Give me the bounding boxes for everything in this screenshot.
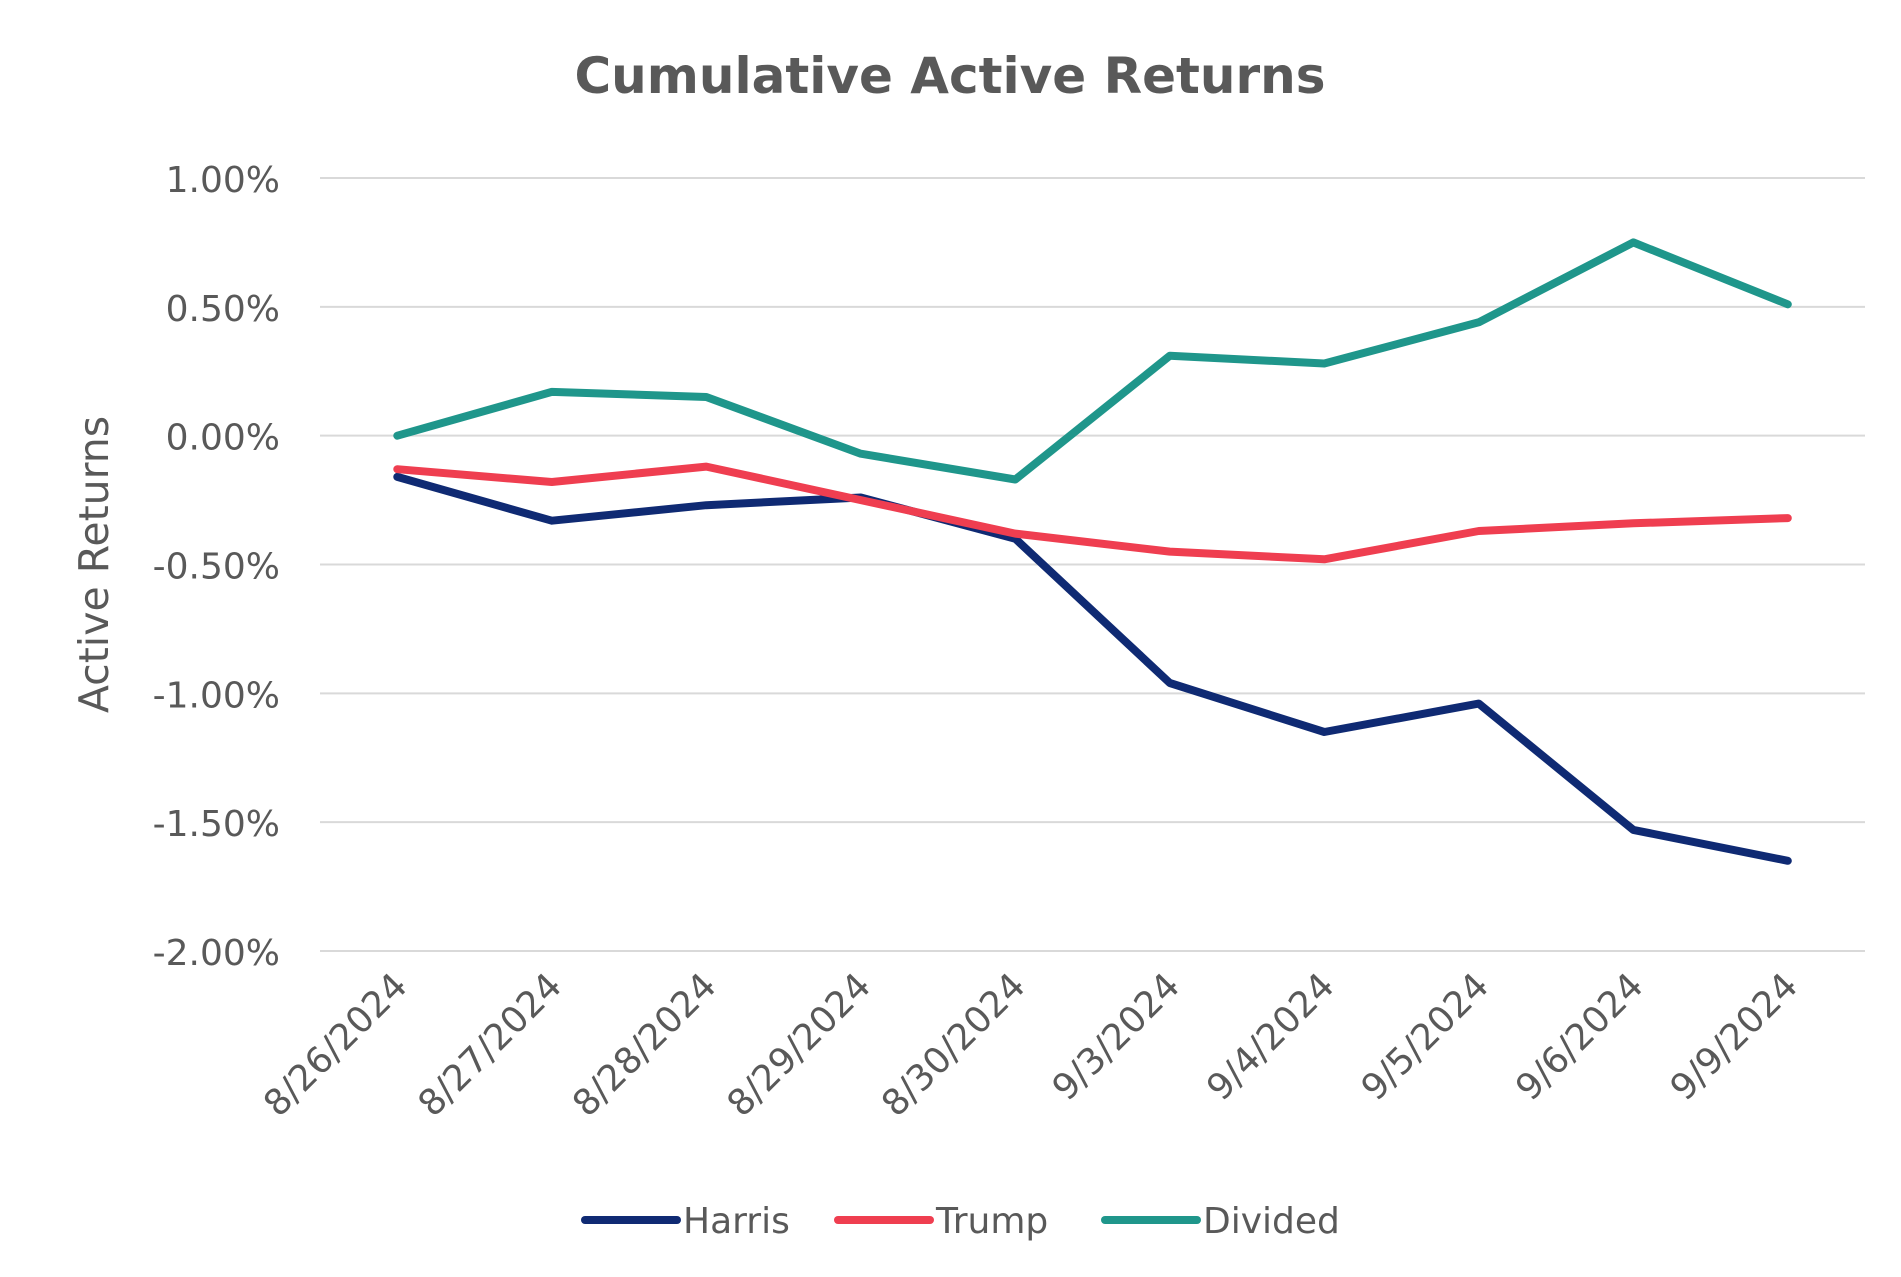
y-tick-label: -1.00% [153,675,280,716]
legend-label-harris: Harris [683,1201,790,1242]
x-tick-label: 8/26/2024 [256,965,416,1125]
x-axis-ticks: 8/26/20248/27/20248/28/20248/29/20248/30… [256,965,1806,1125]
y-tick-label: -2.00% [153,933,280,974]
x-tick-label: 9/5/2024 [1354,965,1497,1108]
x-tick-label: 8/28/2024 [565,965,725,1125]
y-tick-label: 0.00% [166,418,280,459]
series-line-divided [397,242,1788,479]
series-lines [397,242,1788,860]
x-tick-label: 8/27/2024 [411,965,571,1125]
legend-label-trump: Trump [935,1201,1048,1242]
x-tick-label: 8/29/2024 [720,965,880,1125]
legend: Harris Trump Divided [585,1201,1340,1242]
line-chart: Cumulative Active Returns 1.00% 0.50% 0.00… [0,0,1901,1277]
gridlines [320,178,1865,951]
x-tick-label: 9/4/2024 [1199,965,1342,1108]
series-line-harris [397,477,1788,861]
y-tick-label: -1.50% [153,804,280,845]
x-tick-label: 9/9/2024 [1663,965,1806,1108]
y-tick-label: 1.00% [166,160,280,201]
y-axis-ticks: 1.00% 0.50% 0.00% -0.50% -1.00% -1.50% -2.00% [153,160,280,974]
y-tick-label: 0.50% [166,289,280,330]
y-tick-label: -0.50% [153,547,280,588]
chart-title: Cumulative Active Returns [574,47,1325,105]
y-axis-label: Active Returns [70,416,118,713]
x-tick-label: 9/6/2024 [1508,965,1651,1108]
x-tick-label: 8/30/2024 [874,965,1034,1125]
legend-label-divided: Divided [1203,1201,1340,1242]
x-tick-label: 9/3/2024 [1045,965,1188,1108]
